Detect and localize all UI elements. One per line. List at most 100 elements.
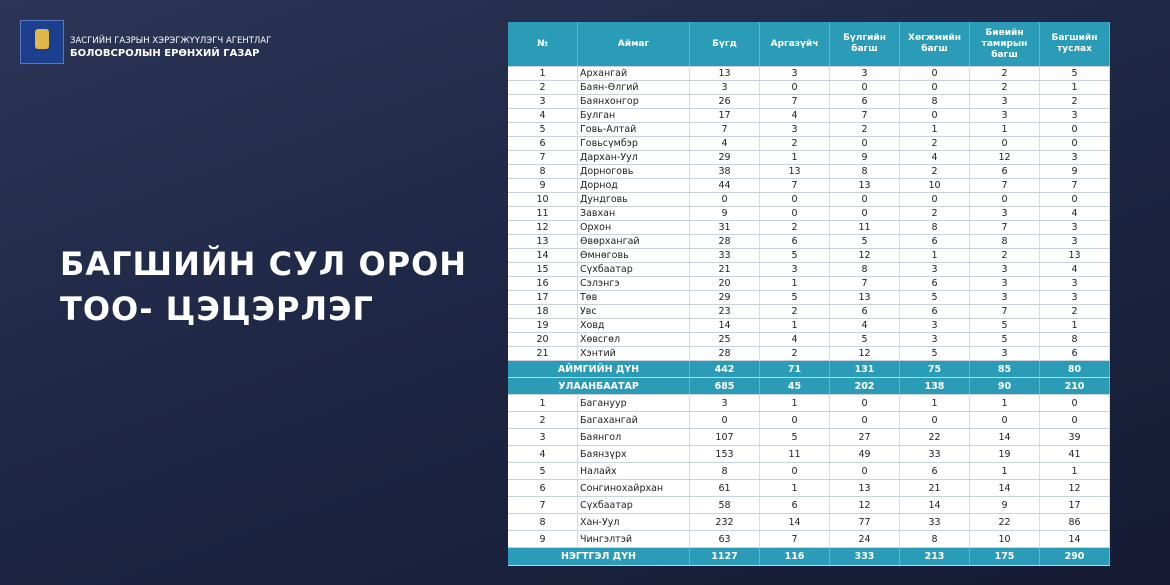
cell: 3 bbox=[1040, 109, 1110, 122]
cell: 4 bbox=[1040, 207, 1110, 220]
table-row: 8 Хан-Уул 232 14 77 33 22 86 bbox=[508, 514, 1110, 531]
region-name: Дорнод bbox=[578, 179, 690, 192]
cell: 9 bbox=[970, 497, 1040, 513]
cell: 21 bbox=[508, 347, 578, 360]
total-cell: 685 bbox=[690, 378, 760, 394]
total-label: АЙМГИЙН ДҮН bbox=[508, 361, 690, 377]
cell: 8 bbox=[508, 514, 578, 530]
cell: 4 bbox=[1040, 263, 1110, 276]
cell: 6 bbox=[900, 277, 970, 290]
region-name: Багануур bbox=[578, 395, 690, 411]
cell: 1 bbox=[900, 249, 970, 262]
cell: 2 bbox=[970, 81, 1040, 94]
cell: 107 bbox=[690, 429, 760, 445]
cell: 0 bbox=[1040, 123, 1110, 136]
total-cell: 333 bbox=[830, 548, 900, 565]
region-name: Өмнөговь bbox=[578, 249, 690, 262]
table: № Аймаг Бүгд Аргазүйч Бүлгийн багш Хөгжмийн б… bbox=[508, 22, 1110, 566]
cell: 0 bbox=[900, 193, 970, 206]
region-name: Баян-Өлгий bbox=[578, 81, 690, 94]
region-name: Говьсүмбэр bbox=[578, 137, 690, 150]
cell: 7 bbox=[508, 151, 578, 164]
table-row: 1 Архангай 13 3 3 0 2 5 bbox=[508, 67, 1110, 81]
cell: 7 bbox=[508, 497, 578, 513]
table-row: 17 Төв 29 5 13 5 3 3 bbox=[508, 291, 1110, 305]
column-header: Аргазүйч bbox=[760, 22, 830, 66]
region-name: Увс bbox=[578, 305, 690, 318]
org-name: БОЛОВСРОЛЫН ЕРӨНХИЙ ГАЗАР bbox=[70, 48, 260, 59]
total-cell: 116 bbox=[760, 548, 830, 565]
cell: 0 bbox=[830, 193, 900, 206]
cell: 3 bbox=[508, 95, 578, 108]
cell: 1 bbox=[760, 319, 830, 332]
cell: 0 bbox=[830, 207, 900, 220]
cell: 5 bbox=[830, 235, 900, 248]
cell: 0 bbox=[830, 137, 900, 150]
region-name: Хан-Уул bbox=[578, 514, 690, 530]
table-row: 18 Увс 23 2 6 6 7 2 bbox=[508, 305, 1110, 319]
region-name: Архангай bbox=[578, 67, 690, 80]
region-name: Төв bbox=[578, 291, 690, 304]
cell: 4 bbox=[508, 446, 578, 462]
cell: 0 bbox=[900, 412, 970, 428]
column-header: Хөгжмийн багш bbox=[900, 22, 970, 66]
table-row: 4 Булган 17 4 7 0 3 3 bbox=[508, 109, 1110, 123]
table-row: 16 Сэлэнгэ 20 1 7 6 3 3 bbox=[508, 277, 1110, 291]
cell: 61 bbox=[690, 480, 760, 496]
cell: 4 bbox=[760, 109, 830, 122]
cell: 12 bbox=[970, 151, 1040, 164]
table-row: 3 Баянхонгор 26 7 6 8 3 2 bbox=[508, 95, 1110, 109]
cell: 3 bbox=[970, 291, 1040, 304]
region-name: Сэлэнгэ bbox=[578, 277, 690, 290]
cell: 2 bbox=[760, 347, 830, 360]
cell: 6 bbox=[508, 480, 578, 496]
total-cell: 45 bbox=[760, 378, 830, 394]
cell: 8 bbox=[830, 263, 900, 276]
cell: 44 bbox=[690, 179, 760, 192]
cell: 0 bbox=[690, 412, 760, 428]
cell: 5 bbox=[970, 319, 1040, 332]
cell: 15 bbox=[508, 263, 578, 276]
total-cell: 138 bbox=[900, 378, 970, 394]
cell: 1 bbox=[900, 123, 970, 136]
cell: 3 bbox=[508, 429, 578, 445]
cell: 13 bbox=[830, 480, 900, 496]
cell: 31 bbox=[690, 221, 760, 234]
cell: 6 bbox=[508, 137, 578, 150]
cell: 1 bbox=[760, 277, 830, 290]
cell: 39 bbox=[1040, 429, 1110, 445]
cell: 0 bbox=[760, 81, 830, 94]
cell: 0 bbox=[1040, 412, 1110, 428]
cell: 13 bbox=[508, 235, 578, 248]
cell: 13 bbox=[1040, 249, 1110, 262]
region-name: Баянхонгор bbox=[578, 95, 690, 108]
cell: 77 bbox=[830, 514, 900, 530]
table-row: 21 Хэнтий 28 2 12 5 3 6 bbox=[508, 347, 1110, 361]
cell: 10 bbox=[508, 193, 578, 206]
cell: 3 bbox=[970, 207, 1040, 220]
cell: 20 bbox=[508, 333, 578, 346]
table-row: 14 Өмнөговь 33 5 12 1 2 13 bbox=[508, 249, 1110, 263]
cell: 11 bbox=[760, 446, 830, 462]
cell: 3 bbox=[1040, 235, 1110, 248]
org-line: ЗАСГИЙН ГАЗРЫН ХЭРЭГЖҮҮЛЭГЧ АГЕНТЛАГ bbox=[70, 36, 272, 46]
header-row: № Аймаг Бүгд Аргазүйч Бүлгийн багш Хөгжмийн б… bbox=[508, 22, 1110, 67]
cell: 6 bbox=[900, 305, 970, 318]
cell: 22 bbox=[900, 429, 970, 445]
cell: 3 bbox=[970, 263, 1040, 276]
cell: 0 bbox=[760, 463, 830, 479]
table-row: 9 Дорнод 44 7 13 10 7 7 bbox=[508, 179, 1110, 193]
cell: 23 bbox=[690, 305, 760, 318]
cell: 5 bbox=[900, 291, 970, 304]
cell: 13 bbox=[830, 291, 900, 304]
cell: 8 bbox=[900, 221, 970, 234]
cell: 0 bbox=[900, 81, 970, 94]
cell: 8 bbox=[900, 95, 970, 108]
table-row: 9 Чингэлтэй 63 7 24 8 10 14 bbox=[508, 531, 1110, 548]
cell: 2 bbox=[508, 81, 578, 94]
table-row: 3 Баянгол 107 5 27 22 14 39 bbox=[508, 429, 1110, 446]
table-row: 8 Дорноговь 38 13 8 2 6 9 bbox=[508, 165, 1110, 179]
column-header: Багшийн туслах bbox=[1040, 22, 1110, 66]
cell: 22 bbox=[970, 514, 1040, 530]
